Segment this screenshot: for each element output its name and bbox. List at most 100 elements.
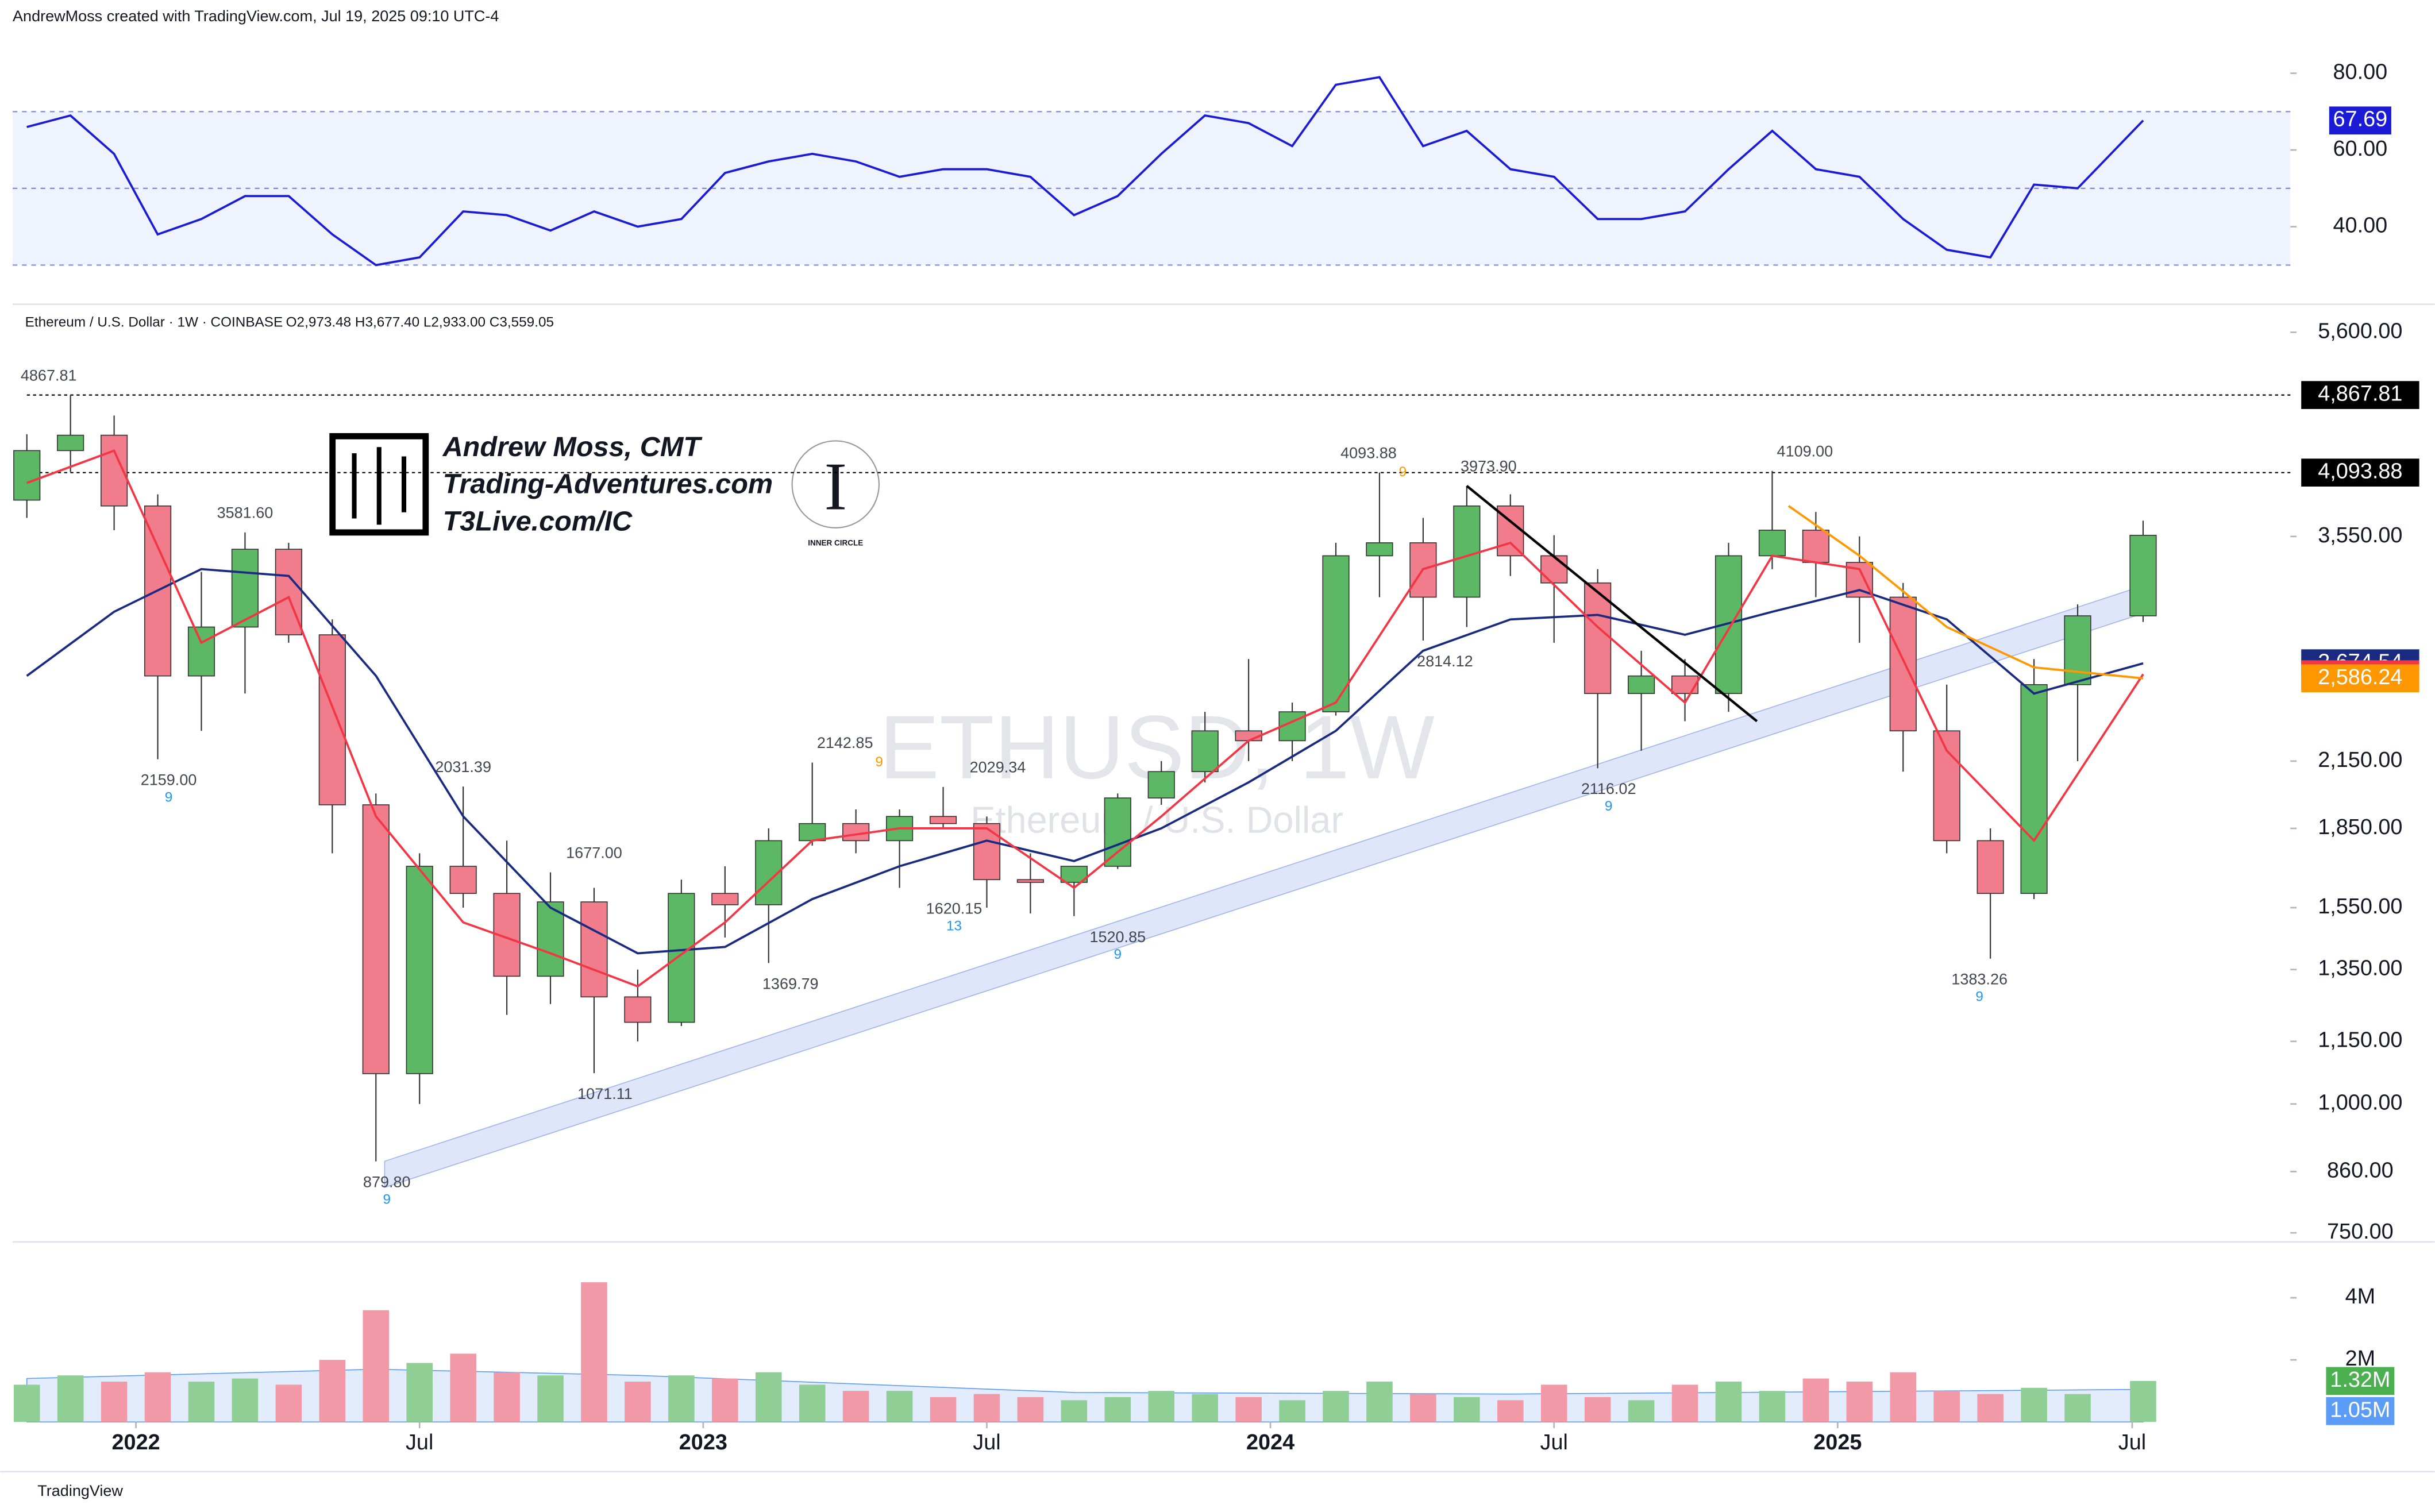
td-count: 9 (1114, 947, 1122, 962)
y-tick-label: 750.00 (2327, 1220, 2394, 1244)
price-line-label-box (2301, 458, 2419, 487)
volume-bar (1017, 1397, 1044, 1422)
candle-body (624, 996, 652, 1023)
hl-label: 1677.00 (566, 844, 622, 861)
volume-bar (450, 1353, 476, 1422)
volume-bar (581, 1282, 607, 1422)
y-tick-label: 2,150.00 (2318, 748, 2402, 772)
volume-bar (668, 1375, 695, 1422)
candle-body (1584, 582, 1612, 695)
volume-bar (1410, 1394, 1436, 1422)
rsi-tick-label: 80.00 (2333, 60, 2388, 84)
volume-bar (1759, 1391, 1786, 1422)
hl-label: 1620.15 (926, 900, 983, 917)
volume-bar (319, 1360, 346, 1422)
hl-label: 4109.00 (1777, 442, 1833, 460)
volume-bar (2021, 1387, 2047, 1422)
candle-body (2064, 615, 2091, 685)
td-count: 9 (165, 790, 173, 805)
volume-bar (712, 1378, 738, 1422)
candle-body (1540, 555, 1568, 584)
logo: Andrew Moss, CMT Trading-Adventures.com … (329, 431, 880, 547)
volume-tick-label: 4M (2345, 1285, 2376, 1309)
hl-label: 2814.12 (1417, 653, 1473, 670)
candle-body (1366, 542, 1393, 557)
candle-body (842, 823, 870, 842)
candle-body (57, 434, 84, 452)
candle-body (1147, 771, 1175, 799)
volume-bar (363, 1310, 390, 1422)
trendline (1466, 485, 1758, 723)
volume-ma-label: 1.05M (2330, 1398, 2390, 1422)
badge-letter: I (824, 449, 847, 524)
hl-label: 1383.26 (1951, 971, 2008, 988)
hl-label: 879.80 (363, 1174, 411, 1191)
volume-bar (1890, 1372, 1917, 1422)
rsi-line (26, 76, 2144, 267)
volume-bar (1933, 1391, 1960, 1422)
hl-label: 2029.34 (970, 759, 1026, 776)
td-count: 9 (1399, 464, 1407, 480)
volume-bar (1584, 1397, 1611, 1422)
volume-bar (537, 1375, 564, 1422)
volume-bar (625, 1382, 651, 1422)
candle-body (1322, 555, 1350, 712)
candle-body (13, 450, 41, 501)
volume-bar (1671, 1384, 1698, 1422)
hl-label: 3973.90 (1461, 458, 1517, 475)
volume-bar (13, 1384, 40, 1422)
hl-label: 2116.02 (1581, 780, 1636, 797)
price-line-label: 4,093.88 (2318, 460, 2402, 484)
volume-tick-label: 2M (2345, 1347, 2376, 1371)
header: AndrewMoss created with TradingView.com,… (13, 7, 499, 25)
volume-bar (1802, 1378, 1829, 1422)
candle-body (1976, 840, 2004, 894)
ohlc-legend: O2,973.48 H3,677.40 L2,933.00 C3,559.05 (286, 314, 554, 330)
hl-label: 1520.85 (1089, 928, 1146, 946)
volume-bar (1192, 1394, 1218, 1422)
volume-bar (930, 1397, 957, 1422)
candle-body (537, 901, 564, 977)
volume-bar (1279, 1400, 1305, 1422)
y-tick-label: 3,550.00 (2318, 523, 2402, 547)
rsi-last-label: 67.69 (2333, 107, 2388, 132)
volume-bar (1628, 1400, 1655, 1422)
y-tick-label: 1,150.00 (2318, 1028, 2402, 1052)
x-tick-label: 2023 (679, 1430, 727, 1455)
volume-bar (144, 1372, 171, 1422)
volume-bar (973, 1394, 1000, 1422)
rsi-last-label-box (2329, 106, 2391, 135)
ma-last-label: 2,586.24 (2318, 665, 2402, 689)
logo-link: T3Live.com/IC (443, 506, 633, 537)
volume-bar (1148, 1391, 1175, 1422)
hl-label: 2159.00 (141, 772, 197, 789)
ma-line (26, 449, 2144, 988)
volume-bar (1366, 1382, 1393, 1422)
y-tick-label: 1,850.00 (2318, 815, 2402, 839)
volume-bar (1497, 1400, 1524, 1422)
td-count: 9 (875, 754, 883, 770)
candle-body (1802, 530, 1829, 563)
volume-bar (2064, 1394, 2091, 1422)
ma-last-label-box (2301, 664, 2419, 693)
x-tick-label: Jul (1540, 1430, 1568, 1455)
volume-bar (1061, 1400, 1088, 1422)
volume-bar (275, 1384, 302, 1422)
y-tick-label: 860.00 (2327, 1158, 2394, 1182)
candle-body (1671, 675, 1699, 695)
candle-body (1933, 730, 1960, 842)
candle-body (187, 626, 215, 677)
volume-bar (1715, 1382, 1742, 1422)
candle-body (668, 893, 695, 1023)
candle-body (1758, 530, 1786, 557)
candle-body (406, 866, 433, 1074)
candle-body (2020, 684, 2048, 894)
volume-bar (842, 1391, 869, 1422)
y-tick-label: 1,350.00 (2318, 956, 2402, 981)
td-count: 9 (1605, 799, 1613, 814)
candle-body (449, 866, 477, 894)
x-tick-label: 2022 (112, 1430, 160, 1455)
y-tick-label: 5,600.00 (2318, 319, 2402, 343)
volume-bar (57, 1375, 84, 1422)
price-line-label-box (2301, 381, 2419, 409)
